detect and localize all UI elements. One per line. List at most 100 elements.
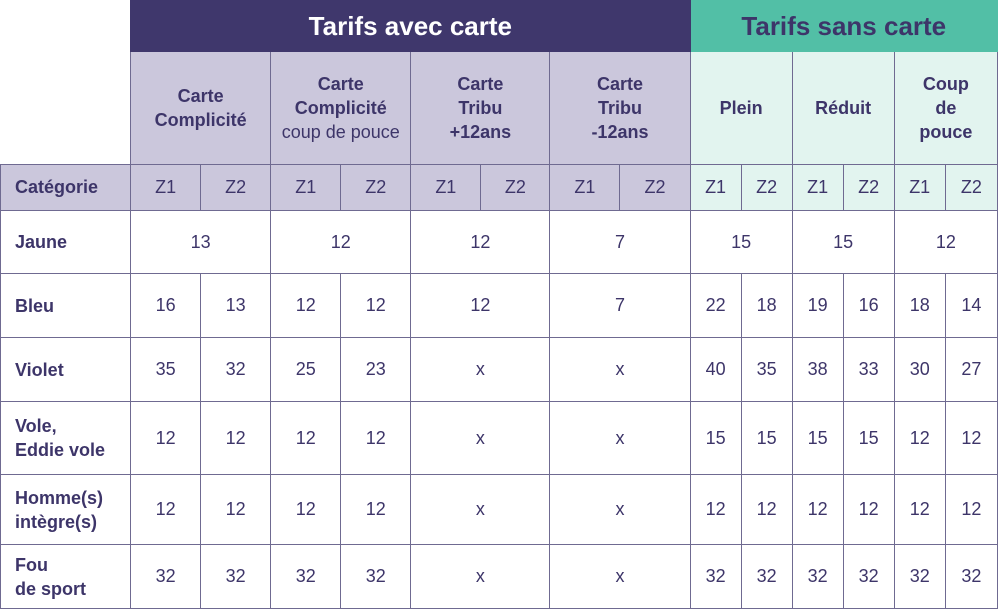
subheader-line: Carte — [317, 74, 364, 94]
subheader-line: coup de pouce — [281, 122, 400, 142]
subheader-carte-tribu-moins-12: Carte Tribu -12ans — [549, 51, 691, 165]
row-label-line: intègre(s) — [15, 511, 98, 532]
subheader-carte-complicite-coup-de-pouce: Carte Complicité coup de pouce — [270, 51, 412, 165]
zone-z2: Z2 — [740, 164, 793, 211]
table-row-fou-de-sport: Fou de sport 32 32 32 32 x x 32 32 32 32… — [0, 544, 999, 609]
category-header: Catégorie — [0, 164, 132, 211]
subheader-wrap: Coup de pouce — [919, 74, 973, 142]
price-cell: 35 — [740, 337, 793, 402]
price-cell: 30 — [893, 337, 946, 402]
zone-z2: Z2 — [619, 164, 691, 211]
price-cell: 12 — [689, 474, 742, 545]
price-cell: 14 — [944, 273, 999, 338]
price-cell: 32 — [270, 544, 342, 609]
price-cell: x — [410, 544, 551, 609]
price-cell: 16 — [842, 273, 895, 338]
price-cell: 13 — [130, 210, 272, 274]
price-cell: 12 — [740, 474, 793, 545]
price-cell: 15 — [689, 210, 793, 274]
subheader-reduit: Réduit — [791, 51, 895, 165]
row-label: Vole, Eddie vole — [0, 401, 132, 475]
price-cell: 7 — [549, 210, 691, 274]
row-label: Jaune — [0, 210, 132, 274]
subheader-row: Carte Complicité Carte Complicité coup d… — [0, 51, 999, 165]
price-cell: 12 — [791, 474, 844, 545]
price-cell: 13 — [200, 273, 272, 338]
price-cell: 7 — [549, 273, 691, 338]
subheader-coup-de-pouce: Coup de pouce — [893, 51, 999, 165]
price-cell: 12 — [270, 273, 342, 338]
zone-z1: Z1 — [410, 164, 482, 211]
table-row-hommes-integres: Homme(s) intègre(s) 12 12 12 12 x x 12 1… — [0, 474, 999, 545]
price-cell: x — [549, 337, 691, 402]
price-cell: 22 — [689, 273, 742, 338]
price-cell: 19 — [791, 273, 844, 338]
zone-z1: Z1 — [893, 164, 946, 211]
price-cell: x — [410, 337, 551, 402]
price-cell: 12 — [893, 210, 999, 274]
price-cell: 12 — [130, 474, 202, 545]
zone-z2: Z2 — [340, 164, 412, 211]
price-cell: 15 — [791, 210, 895, 274]
price-cell: 32 — [842, 544, 895, 609]
row-label-line: Fou — [15, 554, 48, 575]
zone-z2: Z2 — [944, 164, 999, 211]
price-cell: x — [410, 401, 551, 475]
price-cell: 12 — [410, 210, 551, 274]
price-cell: 32 — [689, 544, 742, 609]
group-header-row: Tarifs avec carte Tarifs sans carte — [0, 0, 999, 52]
price-cell: 15 — [740, 401, 793, 475]
corner-blank-2 — [0, 51, 131, 165]
price-cell: 12 — [270, 401, 342, 475]
corner-blank — [0, 0, 131, 52]
price-cell: 15 — [689, 401, 742, 475]
price-cell: 23 — [340, 337, 412, 402]
price-cell: 32 — [791, 544, 844, 609]
row-label-line: Vole, — [15, 416, 57, 436]
price-cell: x — [410, 474, 551, 545]
zone-z1: Z1 — [549, 164, 621, 211]
price-cell: 12 — [270, 210, 412, 274]
price-cell: 12 — [200, 474, 272, 545]
zone-z1: Z1 — [791, 164, 844, 211]
price-cell: 12 — [893, 474, 946, 545]
price-cell: 12 — [410, 273, 551, 338]
price-cell: x — [549, 474, 691, 545]
price-cell: 12 — [944, 474, 999, 545]
price-cell: 18 — [740, 273, 793, 338]
zone-z1: Z1 — [130, 164, 202, 211]
price-cell: x — [549, 544, 691, 609]
price-cell: 33 — [842, 337, 895, 402]
price-cell: 25 — [270, 337, 342, 402]
row-label: Fou de sport — [0, 544, 132, 609]
subheader-line: Complicité — [294, 98, 387, 118]
group-header-avec-carte: Tarifs avec carte — [130, 0, 691, 52]
price-cell: 35 — [130, 337, 202, 402]
price-cell: 12 — [842, 474, 895, 545]
table-row-vole-eddie-vole: Vole, Eddie vole 12 12 12 12 x x 15 15 1… — [0, 401, 999, 475]
subheader-plein: Plein — [689, 51, 793, 165]
price-cell: 12 — [200, 401, 272, 475]
table-row-violet: Violet 35 32 25 23 x x 40 35 38 33 30 27 — [0, 337, 999, 402]
row-label-line: de sport — [15, 578, 87, 599]
row-label-line: Eddie vole — [15, 440, 106, 460]
price-cell: 15 — [791, 401, 844, 475]
price-cell: 15 — [842, 401, 895, 475]
row-label: Bleu — [0, 273, 132, 338]
zone-z1: Z1 — [689, 164, 742, 211]
group-header-sans-carte: Tarifs sans carte — [689, 0, 999, 52]
price-cell: 32 — [340, 544, 412, 609]
row-label-line: Homme(s) — [15, 487, 104, 508]
subheader-wrap: Carte Tribu +12ans — [449, 74, 512, 142]
price-cell: 12 — [893, 401, 946, 475]
price-cell: 12 — [340, 474, 412, 545]
zone-header-row: Catégorie Z1 Z2 Z1 Z2 Z1 Z2 Z1 Z2 Z1 Z2 … — [0, 164, 999, 211]
zone-z1: Z1 — [270, 164, 342, 211]
price-cell: 38 — [791, 337, 844, 402]
row-label: Homme(s) intègre(s) — [0, 474, 132, 545]
price-cell: 32 — [200, 337, 272, 402]
price-cell: 12 — [270, 474, 342, 545]
subheader-wrap: Carte Tribu -12ans — [591, 74, 649, 142]
price-cell: 32 — [740, 544, 793, 609]
